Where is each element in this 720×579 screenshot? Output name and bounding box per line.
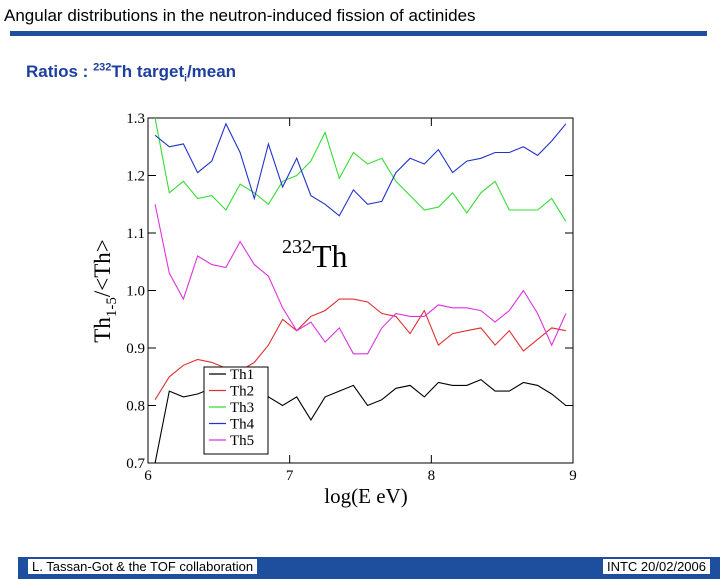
annotation-label: 232Th bbox=[282, 236, 348, 274]
y-tick-label: 1.0 bbox=[126, 284, 145, 300]
y-tick-label: 0.7 bbox=[126, 456, 145, 472]
series-line-th5 bbox=[154, 204, 567, 355]
footer-date: INTC 20/02/2006 bbox=[602, 559, 710, 574]
series-line-th3 bbox=[154, 117, 567, 222]
x-tick-label: 6 bbox=[144, 468, 152, 484]
subtitle-elem: Th target bbox=[111, 62, 185, 81]
legend-entry-th3: Th3 bbox=[230, 400, 254, 416]
annotation-mass: 232 bbox=[282, 236, 312, 258]
x-axis-label: log(E eV) bbox=[324, 484, 407, 508]
y-axis-label: Th1-5/<Th> bbox=[90, 239, 120, 342]
legend-entry-th5: Th5 bbox=[230, 433, 254, 449]
subtitle-sub: i bbox=[184, 73, 187, 85]
subtitle-prefix: Ratios : bbox=[26, 62, 94, 81]
y-axis-label-main: Th bbox=[90, 317, 115, 343]
y-tick-label: 1.1 bbox=[126, 226, 145, 242]
legend-entry-th2: Th2 bbox=[230, 384, 254, 400]
y-tick-label: 0.8 bbox=[126, 399, 145, 415]
legend-entry-th4: Th4 bbox=[230, 417, 255, 433]
y-tick-label: 0.9 bbox=[126, 341, 145, 357]
x-tick-label: 8 bbox=[428, 468, 436, 484]
x-tick-label: 7 bbox=[286, 468, 294, 484]
series-line-th4 bbox=[154, 122, 567, 217]
annotation-elem: Th bbox=[312, 238, 348, 274]
chart: 6 7 8 9 0.7 0.8 0.9 1.0 1.1 1.2 1.3 Th1-5/<Th> log… bbox=[82, 105, 602, 517]
chart-svg: 6 7 8 90.70.80.91.01.11.21.3 Th1-5/<Th> log… bbox=[90, 111, 577, 508]
y-tick-label: 1.3 bbox=[126, 111, 145, 127]
x-tick-label: 9 bbox=[569, 468, 577, 484]
footer-author: L. Tassan-Got & the TOF collaboration bbox=[28, 559, 258, 574]
subtitle-suffix: /mean bbox=[186, 62, 237, 81]
y-axis-label-rest: /<Th> bbox=[90, 239, 115, 297]
title-rule bbox=[10, 31, 707, 36]
y-axis-label-sub: 1-5 bbox=[104, 297, 120, 317]
subtitle-mass: 232 bbox=[93, 61, 112, 74]
subtitle: Ratios : 232Th targeti/mean bbox=[26, 61, 237, 85]
legend-entry-th1: Th1 bbox=[230, 367, 254, 383]
y-tick-label: 1.2 bbox=[126, 169, 145, 185]
slide-title: Angular distributions in the neutron-ind… bbox=[4, 6, 476, 25]
